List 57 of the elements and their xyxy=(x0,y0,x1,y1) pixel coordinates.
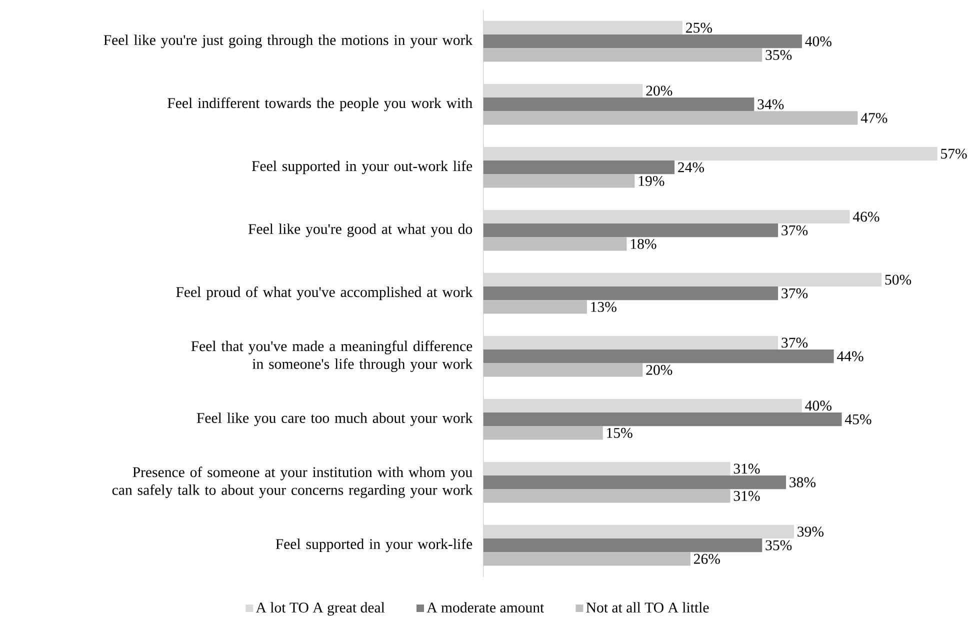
bar xyxy=(483,336,778,350)
y-tick-label: Presence of someone at your institution with whom you can safely talk to about your concerns regarding your work xyxy=(112,466,473,498)
legend-label: Not at all TO A little xyxy=(586,602,709,612)
bar xyxy=(483,84,643,98)
data-label: 40% xyxy=(805,36,832,46)
data-label: 38% xyxy=(790,477,816,488)
y-tick-label: Feel like you're good at what you do xyxy=(248,223,472,237)
data-label: 35% xyxy=(766,50,792,60)
y-tick-label: Feel indifferent towards the people you work with xyxy=(168,97,472,111)
bar xyxy=(483,34,802,48)
bar xyxy=(483,210,850,224)
bar xyxy=(483,160,675,174)
data-label: 34% xyxy=(758,99,784,110)
data-label: 15% xyxy=(607,428,632,438)
data-label: 45% xyxy=(844,414,872,424)
data-label: 47% xyxy=(860,112,888,123)
data-label: 35% xyxy=(766,540,792,550)
data-label: 46% xyxy=(852,211,880,222)
data-label: 13% xyxy=(591,302,616,312)
legend-label: A lot TO A great deal xyxy=(256,602,385,616)
bar xyxy=(483,97,754,111)
bar xyxy=(483,398,802,412)
y-tick-label: Feel supported in your work-life xyxy=(276,538,472,552)
data-label: 39% xyxy=(798,526,824,536)
data-label: 25% xyxy=(686,22,712,33)
legend-label: A moderate amount xyxy=(426,602,544,612)
data-label: 37% xyxy=(782,337,808,348)
bar xyxy=(483,475,786,489)
bar xyxy=(483,272,882,286)
bar xyxy=(483,286,778,300)
data-label: 19% xyxy=(638,176,664,186)
data-label: 37% xyxy=(782,225,808,236)
y-tick-label: Feel supported in your out-work life xyxy=(252,160,472,174)
data-label: 24% xyxy=(678,162,704,172)
data-label: 26% xyxy=(694,554,720,564)
bar xyxy=(483,412,842,426)
y-tick-label: Feel proud of what you've accomplished at work xyxy=(176,286,473,300)
bar xyxy=(483,538,762,552)
data-label: 57% xyxy=(941,148,967,158)
data-label: 20% xyxy=(646,85,672,96)
bar xyxy=(483,20,682,34)
data-label: 40% xyxy=(805,400,832,410)
data-label: 50% xyxy=(885,274,912,284)
bar xyxy=(483,349,834,363)
y-tick-label: Feel like you're just going through the motions in your work xyxy=(104,34,473,48)
data-label: 44% xyxy=(836,351,864,362)
bar xyxy=(483,223,778,237)
bar xyxy=(483,524,794,538)
data-label: 18% xyxy=(630,238,656,249)
bar xyxy=(483,146,938,160)
data-label: 37% xyxy=(782,288,808,298)
data-label: 20% xyxy=(646,364,672,375)
data-label: 31% xyxy=(734,490,760,501)
data-label: 31% xyxy=(734,463,760,474)
y-tick-label: Feel like you care too much about your work xyxy=(196,412,473,426)
bar xyxy=(483,462,730,476)
y-tick-label: Feel that you've made a meaningful difference in someone's life through your work xyxy=(191,340,473,372)
